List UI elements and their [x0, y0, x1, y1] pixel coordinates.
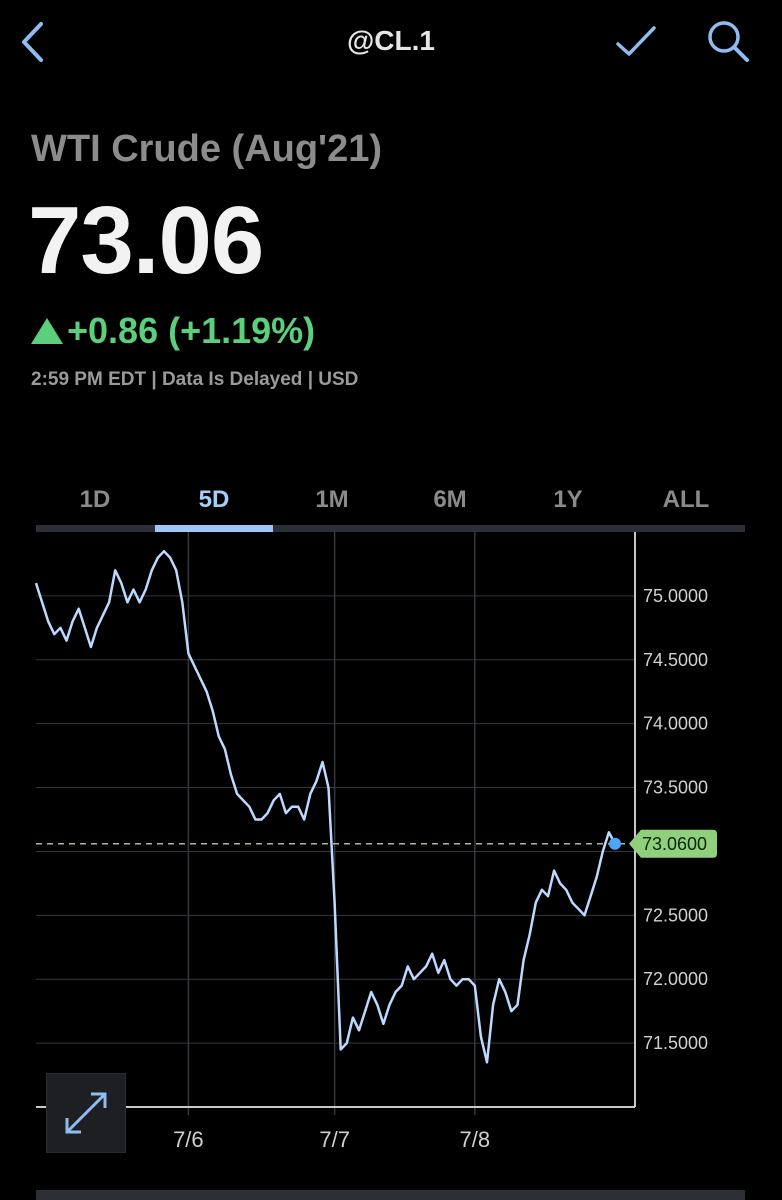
tab-1m[interactable]: 1M [315, 486, 349, 513]
tab-all[interactable]: ALL [662, 486, 710, 513]
top-navigation-bar: @CL.1 [0, 0, 782, 84]
instrument-name: WTI Crude (Aug'21) [31, 128, 383, 170]
tab-1y[interactable]: 1Y [553, 486, 583, 513]
y-tick-label: 74.0000 [643, 714, 708, 734]
y-tick-label: 71.5000 [643, 1033, 708, 1053]
chevron-left-icon [22, 22, 43, 62]
y-tick-label: 72.0000 [643, 969, 708, 989]
triangle-up-icon [31, 318, 63, 344]
current-price-tag: 73.0600 [629, 829, 717, 858]
price-series-line [34, 549, 617, 1064]
current-price-label: 73.0600 [642, 834, 707, 854]
bottom-divider [36, 1190, 745, 1200]
price-change: +0.86 (+1.19%) [31, 310, 315, 352]
active-tab-indicator [155, 525, 273, 532]
expand-chart-button[interactable] [46, 1073, 126, 1153]
back-button[interactable] [14, 18, 54, 66]
last-price: 73.06 [28, 187, 264, 294]
tab-1d[interactable]: 1D [79, 486, 111, 513]
y-tick-label: 75.0000 [643, 586, 708, 606]
expand-icon [65, 1092, 107, 1134]
x-tick-label: 7/6 [173, 1127, 204, 1152]
tab-track [36, 525, 745, 532]
y-tick-label: 72.5000 [643, 905, 708, 925]
y-tick-label: 74.5000 [643, 650, 708, 670]
price-change-value: +0.86 (+1.19%) [67, 310, 316, 351]
checkmark-icon [616, 26, 656, 56]
x-tick-label: 7/7 [319, 1127, 350, 1152]
tab-5d[interactable]: 5D [198, 486, 230, 513]
range-tabs: 1D 5D 1M 6M 1Y ALL [36, 478, 745, 532]
x-tick-label: 7/8 [460, 1127, 491, 1152]
search-button[interactable] [705, 18, 751, 64]
current-price-marker [609, 837, 621, 850]
tab-6m[interactable]: 6M [433, 486, 467, 513]
watchlist-check-button[interactable] [612, 20, 660, 64]
price-chart[interactable]: 75.0000 74.5000 74.0000 73.5000 72.5000 72.00… [0, 532, 782, 1162]
y-tick-label: 73.5000 [643, 778, 708, 798]
quote-meta: 2:59 PM EDT | Data Is Delayed | USD [31, 369, 359, 390]
search-icon [708, 21, 749, 62]
symbol-title: @CL.1 [347, 25, 435, 56]
